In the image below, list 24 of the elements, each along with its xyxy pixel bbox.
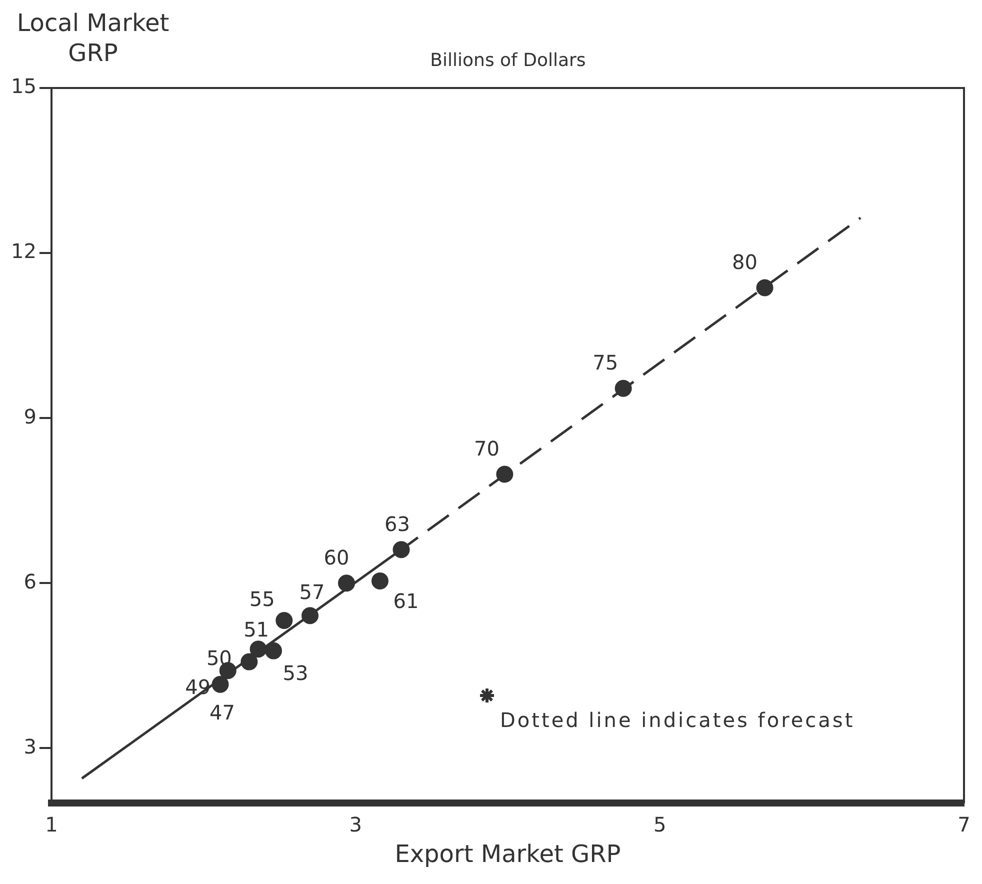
y-tick-label: 9 [24, 404, 36, 428]
x-tick-label: 7 [958, 812, 970, 836]
x-tick-label: 3 [349, 812, 362, 836]
annotation: 57 [299, 580, 325, 604]
annotation: 63 [384, 512, 410, 536]
y-tick-label: 6 [24, 569, 36, 594]
annotation: 80 [732, 250, 758, 274]
y-axis-title: Local Market GRP [16, 8, 170, 68]
annotation: 60 [324, 545, 350, 570]
x-tick-label: 1 [45, 812, 58, 836]
x-tick-label: 5 [653, 812, 666, 836]
y-tick-label: 3 [24, 734, 36, 758]
y-tick-label: 15 [10, 74, 36, 98]
y-tick-label: 12 [10, 239, 36, 264]
annotation: 61 [393, 589, 419, 614]
chart-title: Billions of Dollars [429, 50, 587, 71]
annotation: 70 [474, 436, 500, 460]
annotation: 53 [282, 661, 308, 686]
x-axis-title: Export Market GRP [394, 840, 621, 868]
annotation: Dotted line indicates forecast [500, 708, 855, 732]
annotation: 51 [244, 617, 270, 642]
annotation: 75 [592, 350, 618, 375]
annotation: 47 [210, 700, 235, 725]
annotation: 55 [249, 586, 275, 611]
